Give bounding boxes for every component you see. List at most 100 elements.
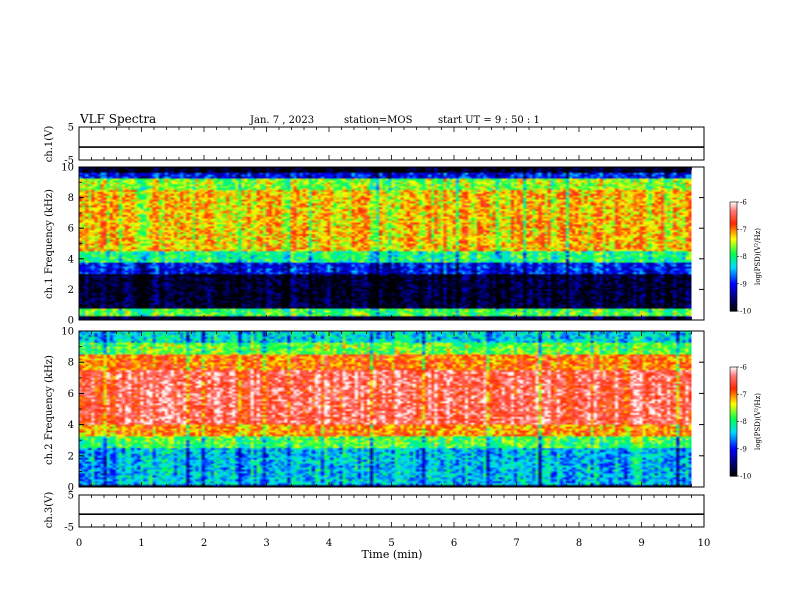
colorbar-segment	[730, 243, 737, 247]
x-tick-label: 2	[201, 538, 207, 549]
colorbar-segment	[730, 223, 737, 227]
ch2-spectrogram-ytick-label: 2	[68, 451, 74, 462]
colorbar-segment	[730, 367, 737, 370]
colorbar-segment	[730, 448, 737, 452]
x-axis: 0 1 2 3 4 5 6 7 8 9 10	[76, 538, 711, 549]
colorbar-segment	[730, 225, 737, 229]
ch1-frequency-ylabel: ch.1 Frequency (kHz)	[44, 189, 55, 299]
colorbar-segment	[730, 300, 737, 303]
colorbar-segment	[730, 214, 737, 218]
colorbar-segment	[730, 463, 737, 466]
colorbar-segment	[730, 436, 737, 439]
colorbar-segment	[730, 216, 737, 219]
x-tick-label: 0	[76, 538, 82, 549]
colorbar-segment	[730, 269, 737, 272]
colorbar-segment	[730, 419, 737, 423]
colorbar-segment	[730, 271, 737, 274]
colorbar-segment	[730, 450, 737, 453]
colorbar-segment	[730, 287, 737, 290]
colorbar-segment	[730, 260, 737, 263]
colorbar-tick-label: -8	[740, 253, 747, 261]
x-axis-label: Time (min)	[362, 548, 423, 561]
colorbar-segment	[730, 247, 737, 250]
colorbar-segment	[730, 377, 737, 381]
colorbar-segment	[730, 410, 737, 414]
x-tick-label: 8	[576, 538, 582, 549]
colorbar-segment	[730, 405, 737, 408]
colorbar-tick-label: -8	[740, 418, 747, 426]
x-tick-label: 3	[263, 538, 269, 549]
ch1-spectrogram-ytick-label: 2	[68, 285, 74, 296]
colorbar-segment	[730, 296, 737, 299]
colorbar-segment	[730, 439, 737, 443]
colorbar-segment	[730, 252, 737, 256]
colorbar-segment	[730, 209, 737, 212]
colorbar-segment	[730, 205, 737, 209]
colorbar-segment	[730, 272, 737, 276]
ch1-spectrogram-ytick-label: 4	[68, 254, 74, 265]
colorbar-segment	[730, 396, 737, 399]
colorbar-segment	[730, 457, 737, 461]
colorbar-segment	[730, 432, 737, 435]
colorbar-segment	[730, 474, 737, 477]
colorbar-segment	[730, 397, 737, 401]
colorbar-segment	[730, 376, 737, 379]
colorbar-tick-label: -10	[740, 473, 751, 481]
colorbar-segment	[730, 227, 737, 230]
colorbar-segment	[730, 368, 737, 372]
colorbar-segment	[730, 251, 737, 254]
ch1-spectrogram-ytick-label: 6	[68, 224, 74, 235]
colorbar-tick-label: -7	[740, 391, 747, 399]
colorbar-segment	[730, 281, 737, 285]
colorbar-segment	[730, 379, 737, 383]
colorbar-segment	[730, 434, 737, 437]
ch2-spectrogram-ytick-label: 4	[68, 420, 74, 431]
colorbar-segment	[730, 276, 737, 279]
ch2-spectrogram-image	[79, 331, 692, 487]
x-tick-label: 1	[138, 538, 144, 549]
colorbar-segment	[730, 392, 737, 395]
colorbar-segment	[730, 390, 737, 394]
colorbar-segment	[730, 238, 737, 241]
ch1-spectrogram-ytick-label: 0	[68, 316, 74, 327]
colorbar-segment	[730, 454, 737, 457]
x-tick-label: 10	[698, 538, 711, 549]
colorbar-segment	[730, 303, 737, 307]
colorbar-tick-label: -9	[740, 445, 747, 453]
colorbar-segment	[730, 408, 737, 412]
colorbar-segment	[730, 283, 737, 287]
ch1-voltage-ytick-label: 5	[68, 123, 74, 134]
colorbar-tick-label: -6	[740, 199, 747, 207]
colorbar-tick-label: -6	[740, 364, 747, 372]
colorbar-segment	[730, 207, 737, 210]
ch3-voltage-panel: 5 -5	[64, 491, 705, 534]
colorbar-tick-label: -9	[740, 280, 747, 288]
x-tick-label: 9	[638, 538, 644, 549]
ch1-voltage-ytick-label: -5	[64, 156, 74, 167]
colorbar-segment	[730, 423, 737, 426]
ch1-voltage-panel: 5 -5	[64, 123, 705, 167]
colorbar-segment	[730, 388, 737, 392]
colorbar-segment	[730, 465, 737, 468]
figure-title: VLF Spectra	[79, 112, 156, 126]
colorbar-segment	[730, 386, 737, 390]
colorbar-segment	[730, 452, 737, 455]
colorbar-segment	[730, 441, 737, 444]
ch2-spectrogram-ytick-label: 10	[61, 327, 74, 338]
colorbar-segment	[730, 221, 737, 225]
ch3-voltage-ytick-label: -5	[64, 523, 74, 534]
colorbar-segment	[730, 372, 737, 375]
colorbar-segment	[730, 416, 737, 419]
colorbar-segment	[730, 417, 737, 421]
colorbar-segment	[730, 446, 737, 450]
ch2-frequency-ylabel: ch.2 Frequency (kHz)	[44, 355, 55, 465]
ch1-spectrogram-ytick-label: 8	[68, 193, 74, 204]
colorbar-label: log(PSD)(V²/Hz)	[754, 393, 762, 450]
colorbar-tick-label: -7	[740, 226, 747, 234]
colorbar-segment	[730, 428, 737, 432]
colorbar-segment	[730, 294, 737, 298]
date-label: Jan. 7 , 2023	[249, 115, 314, 126]
colorbar-segment	[730, 280, 737, 283]
colorbar-segment	[730, 220, 737, 223]
